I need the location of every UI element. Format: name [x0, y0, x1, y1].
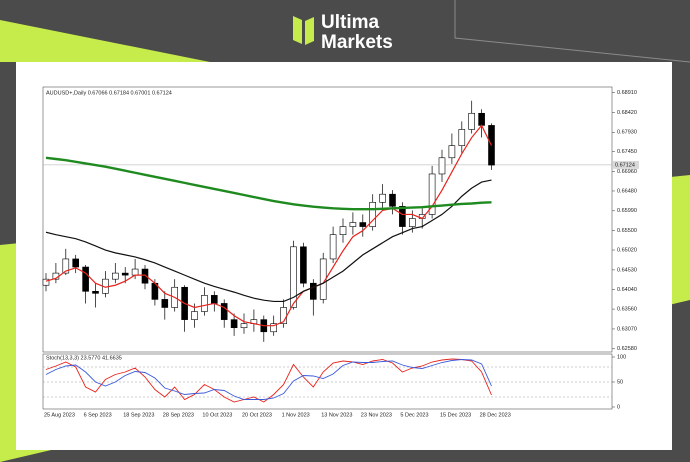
candle-body	[131, 268, 139, 276]
x-tick-label: 18 Sep 2023	[123, 412, 154, 418]
x-tick-label: 23 Nov 2023	[361, 412, 392, 418]
y-tick-label: 0	[617, 404, 620, 410]
logo-icon	[305, 17, 314, 45]
candle-body	[349, 222, 357, 227]
candle-body	[191, 311, 198, 320]
y-tick-label: 0.65020	[617, 247, 637, 253]
y-tick-label: 0.67930	[617, 130, 637, 136]
candle-body	[121, 272, 129, 276]
candle-body	[240, 323, 248, 329]
candle-body	[329, 234, 337, 260]
logo-icon	[293, 16, 302, 44]
x-tick-label: 13 Nov 2023	[321, 412, 352, 418]
candle-body	[438, 157, 446, 175]
x-tick-label: 28 Sep 2023	[163, 412, 194, 418]
y-tick-label: 0.63070	[617, 326, 637, 332]
candle-body	[92, 291, 99, 294]
candle-body	[230, 319, 238, 329]
brand-shape	[0, 20, 210, 62]
moving-average	[45, 156, 492, 211]
last-price-label: 0.67124	[615, 162, 635, 168]
y-tick-label: 0.63560	[617, 307, 637, 313]
moving-average	[45, 124, 493, 327]
candle-body	[428, 173, 436, 215]
card	[16, 62, 672, 450]
candle-body	[389, 193, 396, 207]
y-tick-label: 0.68910	[617, 90, 637, 96]
y-tick-label: 0.64530	[617, 267, 637, 273]
candle-body	[359, 222, 367, 227]
brand-name: Markets	[321, 32, 393, 53]
decor-line	[454, 0, 690, 63]
y-tick-label: 50	[617, 379, 623, 385]
candle-body	[478, 112, 485, 126]
candle-body	[339, 226, 347, 235]
candle-body	[458, 129, 466, 146]
candle-body	[270, 323, 278, 333]
y-tick-label: 0.68420	[617, 110, 637, 116]
y-tick-label: 100	[617, 354, 626, 360]
x-tick-label: 28 Dec 2023	[480, 412, 511, 418]
candle-body	[62, 258, 70, 274]
last-price-box	[613, 160, 639, 169]
candle-body	[300, 246, 307, 284]
x-tick-label: 6 Sep 2023	[84, 412, 112, 418]
y-tick-label: 0.62580	[617, 346, 637, 352]
candle-body	[290, 246, 297, 308]
candle-body	[211, 295, 218, 304]
candle-body	[42, 278, 50, 286]
candle-body	[112, 272, 119, 280]
stoch-line	[45, 359, 492, 400]
candle-body	[220, 303, 228, 320]
y-tick-label: 0.66480	[617, 188, 637, 194]
y-tick-label: 0.67450	[617, 149, 637, 155]
y-tick-label: 0.66960	[617, 169, 637, 175]
x-tick-label: 1 Nov 2023	[282, 412, 310, 418]
x-tick-label: 20 Oct 2023	[242, 412, 272, 418]
stoch-line	[45, 358, 492, 403]
y-tick-label: 0.65990	[617, 208, 637, 214]
x-tick-label: 15 Dec 2023	[440, 412, 471, 418]
candle-body	[141, 268, 149, 284]
candle-body	[468, 112, 476, 130]
candle-body	[72, 258, 79, 268]
x-tick-label: 25 Aug 2023	[44, 412, 75, 418]
x-tick-label: 5 Dec 2023	[400, 412, 428, 418]
candle-body	[161, 299, 169, 308]
chart-title: AUDUSD+,Daily 0.67066 0.67184 0.67001 0.…	[46, 90, 172, 96]
y-tick-label: 0.64040	[617, 287, 637, 293]
candle-body	[379, 193, 386, 203]
candle-body	[448, 145, 456, 159]
y-tick-label: 0.65500	[617, 228, 637, 234]
stoch-panel	[42, 353, 613, 410]
moving-average	[45, 179, 492, 303]
main-panel	[42, 86, 613, 353]
candle-body	[399, 206, 406, 227]
candle-body	[309, 282, 317, 300]
x-tick-label: 10 Oct 2023	[202, 412, 232, 418]
chart-title: Stoch(13,3,3) 23.5770 41.6635	[46, 355, 122, 361]
candle-body	[82, 266, 89, 292]
brand-name: Ultima	[321, 12, 380, 33]
candle-body	[408, 218, 416, 227]
candle-body	[369, 201, 377, 227]
candle-body	[201, 295, 208, 312]
